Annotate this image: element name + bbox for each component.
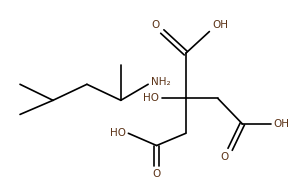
- Text: O: O: [220, 152, 228, 162]
- Text: O: O: [153, 169, 161, 179]
- Text: NH₂: NH₂: [151, 77, 171, 87]
- Text: OH: OH: [273, 119, 290, 129]
- Text: OH: OH: [212, 20, 228, 30]
- Text: O: O: [151, 20, 160, 30]
- Text: HO: HO: [144, 93, 160, 103]
- Text: HO: HO: [110, 128, 126, 138]
